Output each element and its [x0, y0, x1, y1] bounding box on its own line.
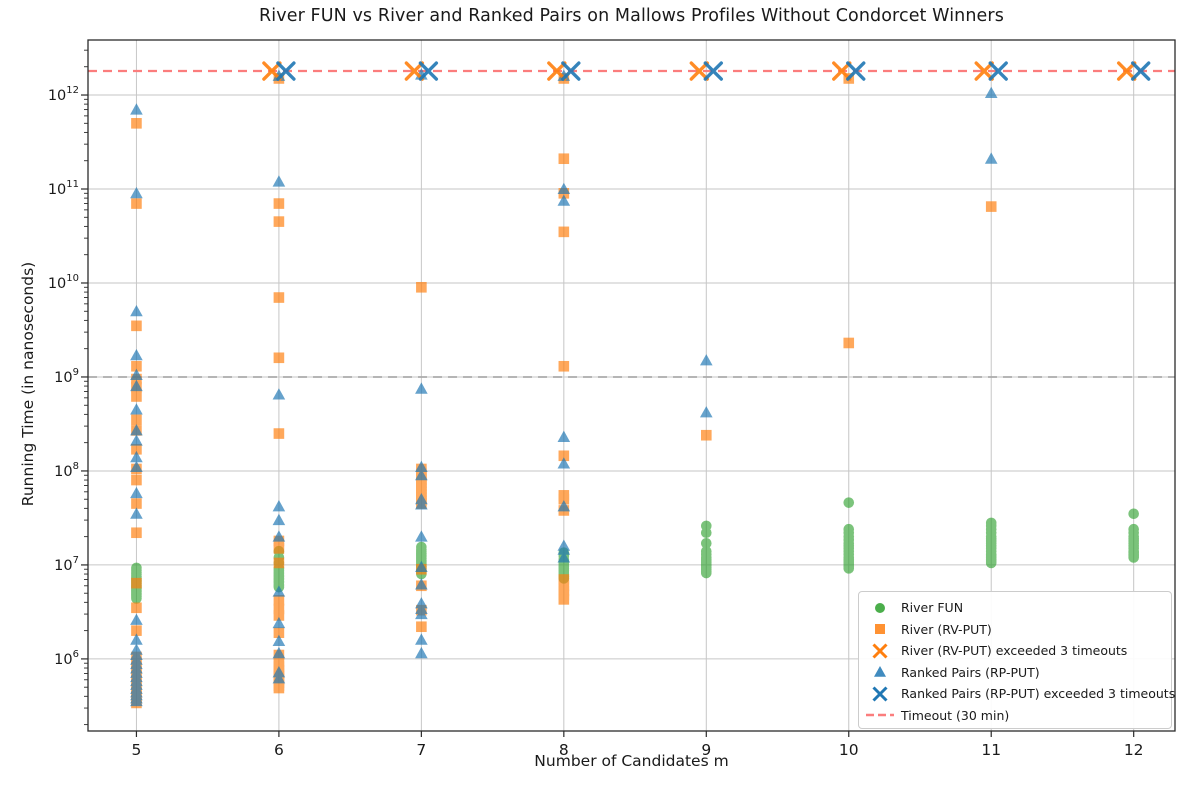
x-marker-icon [859, 642, 901, 660]
svg-text:106: 106 [54, 649, 79, 668]
reference-lines [88, 69, 1175, 378]
legend-label: River (RV-PUT) exceeded 3 timeouts [901, 643, 1128, 659]
plot-border [87, 39, 1176, 732]
dashed-line-icon [859, 710, 901, 720]
series-ranked-pairs-rp-put-exceeded-3-timeouts [276, 61, 1151, 81]
legend-entry-timeout-line: Timeout (30 min) [859, 705, 1171, 727]
legend-label: Ranked Pairs (RP-PUT) [901, 664, 1040, 680]
x-axis-label: Number of Candidates m [534, 752, 729, 770]
chart-title: River FUN vs River and Ranked Pairs on M… [259, 6, 1004, 26]
svg-text:10: 10 [839, 741, 859, 759]
series-river-rv-put-exceeded-3-timeouts [262, 61, 1137, 81]
legend-entry-river-rv: River (RV-PUT) [859, 619, 1171, 641]
square-marker-icon [859, 621, 901, 637]
legend-entry-river-fun: River FUN [859, 597, 1171, 619]
svg-text:9: 9 [701, 741, 711, 759]
legend-label: River (RV-PUT) [901, 621, 992, 637]
svg-text:1011: 1011 [48, 179, 79, 198]
svg-text:1012: 1012 [48, 85, 79, 104]
triangle-marker-icon [859, 664, 901, 680]
svg-text:108: 108 [54, 461, 79, 480]
legend-label: Ranked Pairs (RP-PUT) exceeded 3 timeout… [901, 686, 1176, 702]
svg-text:109: 109 [54, 367, 79, 386]
legend-entry-ranked-pairs-timeout: Ranked Pairs (RP-PUT) exceeded 3 timeout… [859, 683, 1175, 705]
svg-text:5: 5 [132, 741, 142, 759]
legend-entry-river-rv-timeout: River (RV-PUT) exceeded 3 timeouts [859, 640, 1171, 662]
legend-label: River FUN [901, 600, 964, 616]
svg-text:107: 107 [54, 555, 79, 574]
x-marker-icon [859, 685, 901, 703]
series-ranked-pairs-rp-put- [130, 68, 998, 707]
svg-text:1010: 1010 [48, 273, 79, 292]
legend: River FUN River (RV-PUT) River (RV-PUT) … [858, 591, 1175, 729]
circle-marker-icon [859, 600, 901, 616]
svg-text:11: 11 [981, 741, 1001, 759]
legend-label: Timeout (30 min) [901, 707, 1010, 723]
legend-entry-ranked-pairs: Ranked Pairs (RP-PUT) [859, 662, 1171, 684]
axis-ticks [81, 49, 1135, 737]
svg-text:8: 8 [559, 741, 569, 759]
svg-text:7: 7 [416, 741, 426, 759]
svg-text:12: 12 [1124, 741, 1144, 759]
svg-text:6: 6 [274, 741, 284, 759]
